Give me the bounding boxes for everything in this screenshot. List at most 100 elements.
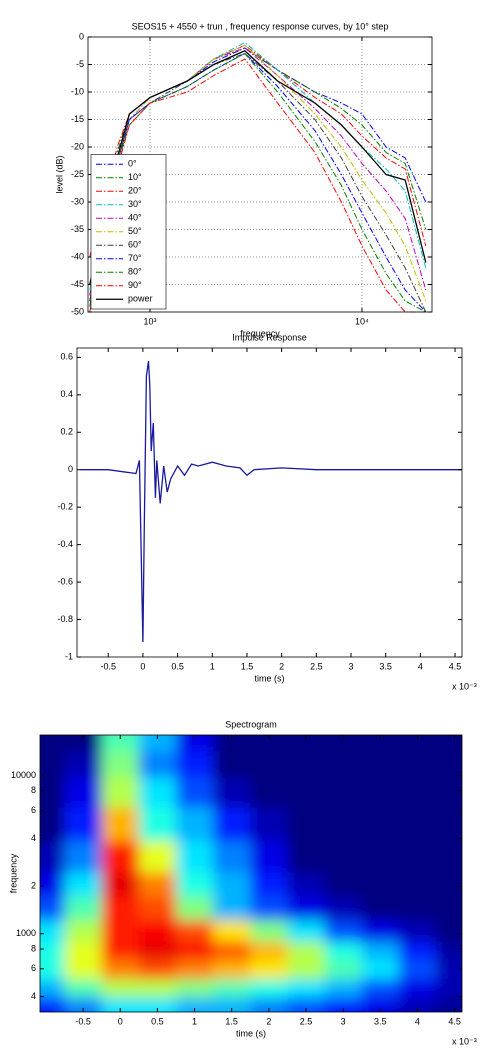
y-tick-label: -15: [71, 114, 84, 124]
x-tick-label: 1: [192, 1016, 197, 1026]
heatmap-cell: [101, 872, 140, 897]
heatmap-cell: [250, 958, 288, 980]
y-tick-label: 4: [31, 833, 36, 843]
heatmap-cell: [250, 978, 288, 998]
heatmap-cell: [64, 941, 103, 960]
heatmap-cell: [138, 958, 177, 980]
heatmap-cell: [64, 840, 103, 873]
heatmap-cell: [138, 806, 177, 842]
heatmap-cell: [138, 872, 177, 897]
heatmap-cell: [138, 919, 177, 942]
heatmap-cell: [213, 840, 251, 873]
heatmap-cell: [213, 978, 251, 998]
heatmap-cell: [213, 997, 251, 1012]
y-tick-label: 0: [79, 31, 84, 41]
heatmap-cell: [361, 750, 400, 778]
heatmap-cell: [40, 735, 66, 752]
heatmap-cell: [250, 941, 288, 960]
x-tick-label: 0.5: [151, 1016, 164, 1026]
heatmap-cell: [398, 997, 437, 1012]
heatmap-cell: [138, 895, 177, 921]
heatmap-cell: [361, 997, 400, 1012]
heatmap-cell: [250, 919, 288, 942]
x-axis-label: frequency: [240, 328, 280, 338]
heatmap-cell: [213, 776, 251, 808]
heatmap-cell: [435, 958, 462, 980]
y-tick-label: -40: [71, 251, 84, 261]
axis-multiplier: x 10⁻³: [452, 681, 477, 691]
x-tick-label: 10³: [143, 316, 156, 326]
y-tick-label: 8: [31, 785, 36, 795]
heatmap-cell: [361, 872, 400, 897]
heatmap-cell: [138, 997, 177, 1012]
heatmap-cell: [138, 776, 177, 808]
heatmap-cell: [64, 919, 103, 942]
plot-frame: [39, 734, 463, 1013]
heatmap-cell: [287, 806, 326, 842]
heatmap-cell: [287, 776, 326, 808]
heatmap-cell: [398, 840, 437, 873]
heatmap-cell: [287, 750, 326, 778]
heatmap-cell: [64, 750, 103, 778]
heatmap-cell: [138, 840, 177, 873]
heatmap-cell: [287, 840, 326, 873]
heatmap-cell: [40, 978, 66, 998]
y-tick-label: 0.4: [60, 389, 73, 399]
heatmap-cell: [213, 958, 251, 980]
chart-title: SEOS15 + 4550 + trun , frequency respons…: [132, 21, 389, 31]
heatmap-cell: [287, 958, 326, 980]
data-line: [89, 52, 427, 313]
heatmap-cell: [101, 919, 140, 942]
y-tick-label: -0.4: [57, 539, 73, 549]
heatmap-cell: [101, 941, 140, 960]
heatmap-cell: [361, 840, 400, 873]
heatmap-cell: [213, 895, 251, 921]
legend-label: 30°: [128, 199, 142, 209]
x-tick-label: 1.5: [241, 661, 254, 671]
heatmap-cell: [40, 750, 66, 778]
heatmap-cell: [361, 958, 400, 980]
x-tick-label: 4: [418, 661, 423, 671]
heatmap-cell: [250, 806, 288, 842]
legend-label: 80°: [128, 267, 142, 277]
x-tick-label: 10⁴: [355, 316, 369, 326]
heatmap-cell: [250, 735, 288, 752]
heatmap-cell: [324, 941, 363, 960]
heatmap-cell: [138, 941, 177, 960]
legend-label: 20°: [128, 186, 142, 196]
heatmap-cell: [64, 978, 103, 998]
data-line: [89, 50, 427, 285]
chart-title: Impulse Response: [232, 332, 307, 342]
heatmap-cell: [324, 997, 363, 1012]
heatmap-cell: [101, 840, 140, 873]
heatmap-cell: [40, 941, 66, 960]
y-tick-label: -50: [71, 306, 84, 316]
heatmap-cell: [40, 840, 66, 873]
heatmap-cell: [435, 840, 462, 873]
heatmap-cell: [324, 895, 363, 921]
heatmap-cell: [64, 735, 103, 752]
heatmap-cell: [175, 806, 214, 842]
data-line: [80, 361, 462, 643]
x-tick-label: 3.5: [374, 1016, 387, 1026]
heatmap-cell: [287, 941, 326, 960]
heatmap-cell: [287, 895, 326, 921]
heatmap-cell: [398, 776, 437, 808]
x-tick-label: 2: [266, 1016, 271, 1026]
heatmap-cell: [324, 750, 363, 778]
heatmap-cell: [435, 872, 462, 897]
heatmap-cell: [175, 958, 214, 980]
heatmap-cell: [361, 776, 400, 808]
heatmap-cell: [175, 872, 214, 897]
heatmap-cell: [324, 919, 363, 942]
heatmap-cell: [435, 750, 462, 778]
y-tick-label: 0.2: [60, 427, 73, 437]
heatmap-cell: [398, 735, 437, 752]
x-tick-label: 3: [341, 1016, 346, 1026]
y-tick-label: 6: [31, 963, 36, 973]
heatmap-cell: [287, 919, 326, 942]
data-line: [89, 47, 427, 296]
y-tick-label: 10000: [11, 770, 36, 780]
heatmap-cell: [101, 806, 140, 842]
